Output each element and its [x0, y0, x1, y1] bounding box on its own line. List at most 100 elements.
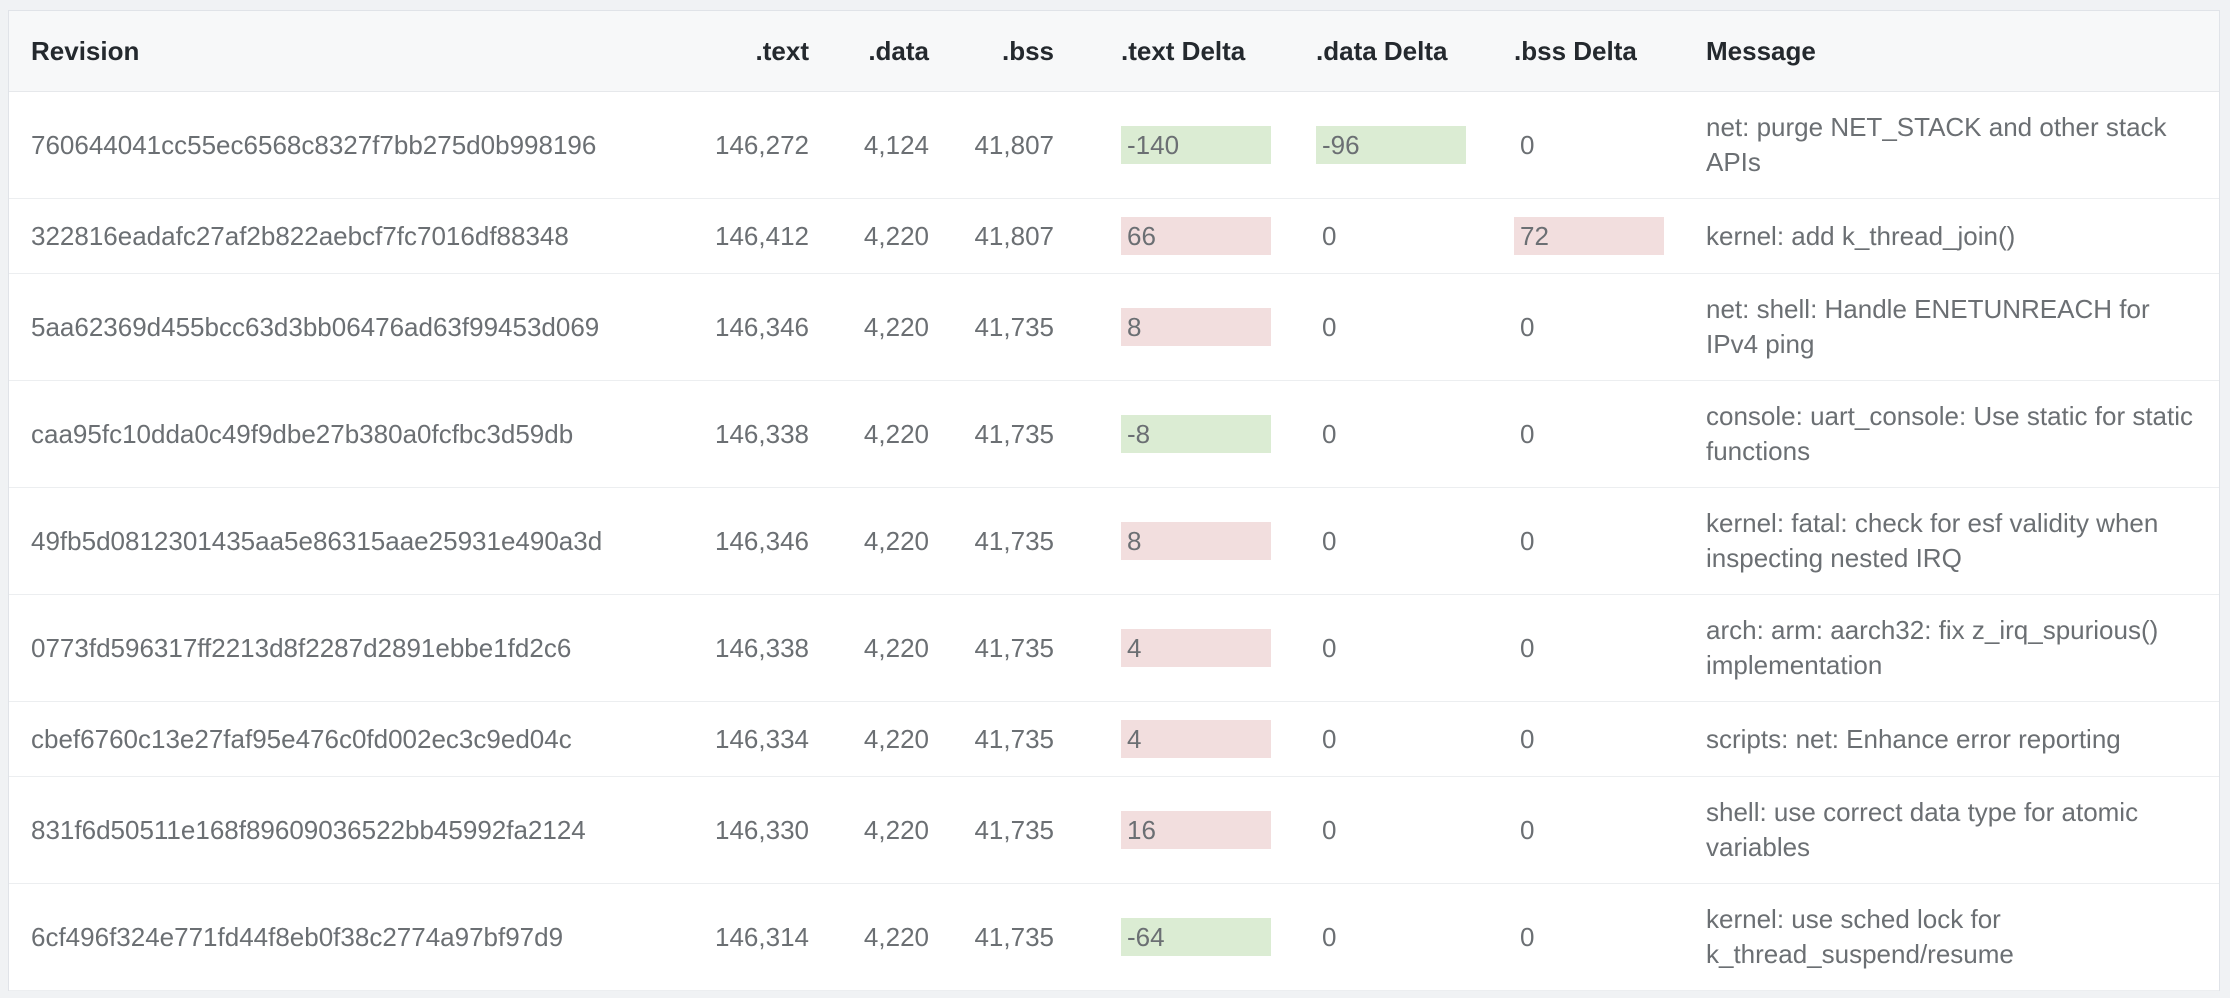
text-delta-cell: -8	[1064, 380, 1289, 488]
revision-hash: cbef6760c13e27faf95e476c0fd002ec3c9ed04c	[9, 701, 689, 777]
bss-size: 41,735	[934, 487, 1064, 595]
delta-badge: 0	[1322, 724, 1337, 754]
data-size: 4,220	[814, 487, 934, 595]
data-delta-cell: 0	[1289, 701, 1484, 777]
revision-hash: 831f6d50511e168f89609036522bb45992fa2124	[9, 776, 689, 884]
delta-badge: 0	[1322, 922, 1337, 952]
text-delta-cell: 4	[1064, 701, 1289, 777]
table-row: cbef6760c13e27faf95e476c0fd002ec3c9ed04c…	[9, 701, 2219, 777]
bss-delta-cell: 0	[1484, 487, 1679, 595]
bss-size: 41,735	[934, 273, 1064, 381]
text-delta-cell: 4	[1064, 594, 1289, 702]
text-size: 146,346	[689, 487, 814, 595]
bss-size: 41,807	[934, 198, 1064, 274]
text-size: 146,334	[689, 701, 814, 777]
delta-badge: 0	[1322, 312, 1337, 342]
delta-badge: 72	[1514, 217, 1664, 255]
table-row: 322816eadafc27af2b822aebcf7fc7016df88348…	[9, 198, 2219, 274]
delta-badge: -64	[1121, 918, 1271, 956]
commit-message: kernel: use sched lock for k_thread_susp…	[1679, 883, 2219, 991]
delta-badge: 0	[1520, 130, 1535, 160]
bss-delta-cell: 0	[1484, 91, 1679, 199]
text-delta-cell: -64	[1064, 883, 1289, 991]
commit-message: arch: arm: aarch32: fix z_irq_spurious()…	[1679, 594, 2219, 702]
delta-badge: 8	[1121, 522, 1271, 560]
data-size: 4,220	[814, 701, 934, 777]
delta-badge: 0	[1520, 815, 1535, 845]
delta-badge: 0	[1322, 419, 1337, 449]
text-delta-cell: -140	[1064, 91, 1289, 199]
bss-delta-cell: 0	[1484, 776, 1679, 884]
text-size: 146,338	[689, 594, 814, 702]
data-size: 4,220	[814, 273, 934, 381]
data-size: 4,220	[814, 883, 934, 991]
bss-size: 41,807	[934, 91, 1064, 199]
bss-delta-cell: 0	[1484, 380, 1679, 488]
delta-badge: 4	[1121, 629, 1271, 667]
table-row: 831f6d50511e168f89609036522bb45992fa2124…	[9, 776, 2219, 884]
data-delta-cell: 0	[1289, 883, 1484, 991]
text-size: 146,412	[689, 198, 814, 274]
table-header-row: Revision .text .data .bss .text Delta .d…	[9, 11, 2219, 92]
data-delta-cell: 0	[1289, 198, 1484, 274]
table-row: 49fb5d0812301435aa5e86315aae25931e490a3d…	[9, 487, 2219, 595]
bss-delta-cell: 0	[1484, 594, 1679, 702]
data-size: 4,220	[814, 380, 934, 488]
revision-hash: 760644041cc55ec6568c8327f7bb275d0b998196	[9, 91, 689, 199]
delta-badge: 16	[1121, 811, 1271, 849]
delta-badge: 0	[1520, 633, 1535, 663]
bss-size: 41,735	[934, 776, 1064, 884]
data-size: 4,220	[814, 776, 934, 884]
data-size: 4,220	[814, 594, 934, 702]
table-row: 760644041cc55ec6568c8327f7bb275d0b998196…	[9, 91, 2219, 199]
commit-message: net: purge NET_STACK and other stack API…	[1679, 91, 2219, 199]
text-size: 146,314	[689, 883, 814, 991]
delta-badge: 0	[1322, 633, 1337, 663]
column-header-text: .text	[689, 11, 814, 92]
delta-badge: 0	[1322, 815, 1337, 845]
commit-message: console: uart_console: Use static for st…	[1679, 380, 2219, 488]
text-size: 146,272	[689, 91, 814, 199]
commit-message: scripts: net: Enhance error reporting	[1679, 701, 2219, 777]
commit-message: kernel: add k_thread_join()	[1679, 198, 2219, 274]
delta-badge: -140	[1121, 126, 1271, 164]
bss-delta-cell: 0	[1484, 701, 1679, 777]
delta-badge: 0	[1520, 419, 1535, 449]
revision-hash: 0773fd596317ff2213d8f2287d2891ebbe1fd2c6	[9, 594, 689, 702]
delta-badge: 0	[1520, 922, 1535, 952]
delta-badge: 0	[1520, 312, 1535, 342]
delta-badge: 8	[1121, 308, 1271, 346]
delta-badge: 0	[1520, 526, 1535, 556]
bss-size: 41,735	[934, 380, 1064, 488]
data-size: 4,220	[814, 198, 934, 274]
text-size: 146,346	[689, 273, 814, 381]
table-header: Revision .text .data .bss .text Delta .d…	[9, 11, 2219, 92]
table-body: 760644041cc55ec6568c8327f7bb275d0b998196…	[9, 91, 2219, 991]
data-delta-cell: 0	[1289, 776, 1484, 884]
delta-badge: 0	[1520, 724, 1535, 754]
delta-badge: 66	[1121, 217, 1271, 255]
column-header-message: Message	[1679, 11, 2219, 92]
revision-hash: 6cf496f324e771fd44f8eb0f38c2774a97bf97d9	[9, 883, 689, 991]
column-header-revision: Revision	[9, 11, 689, 92]
delta-badge: 4	[1121, 720, 1271, 758]
delta-badge: -96	[1316, 126, 1466, 164]
text-delta-cell: 8	[1064, 487, 1289, 595]
size-report-table: Revision .text .data .bss .text Delta .d…	[9, 11, 2219, 991]
commit-message: net: shell: Handle ENETUNREACH for IPv4 …	[1679, 273, 2219, 381]
delta-badge: -8	[1121, 415, 1271, 453]
bss-delta-cell: 72	[1484, 198, 1679, 274]
text-size: 146,330	[689, 776, 814, 884]
revision-hash: 49fb5d0812301435aa5e86315aae25931e490a3d	[9, 487, 689, 595]
column-header-data-delta: .data Delta	[1289, 11, 1484, 92]
column-header-bss-delta: .bss Delta	[1484, 11, 1679, 92]
commit-message: shell: use correct data type for atomic …	[1679, 776, 2219, 884]
revision-hash: 5aa62369d455bcc63d3bb06476ad63f99453d069	[9, 273, 689, 381]
column-header-text-delta: .text Delta	[1064, 11, 1289, 92]
table-row: 0773fd596317ff2213d8f2287d2891ebbe1fd2c6…	[9, 594, 2219, 702]
data-delta-cell: -96	[1289, 91, 1484, 199]
text-delta-cell: 16	[1064, 776, 1289, 884]
table-row: caa95fc10dda0c49f9dbe27b380a0fcfbc3d59db…	[9, 380, 2219, 488]
revision-hash: caa95fc10dda0c49f9dbe27b380a0fcfbc3d59db	[9, 380, 689, 488]
